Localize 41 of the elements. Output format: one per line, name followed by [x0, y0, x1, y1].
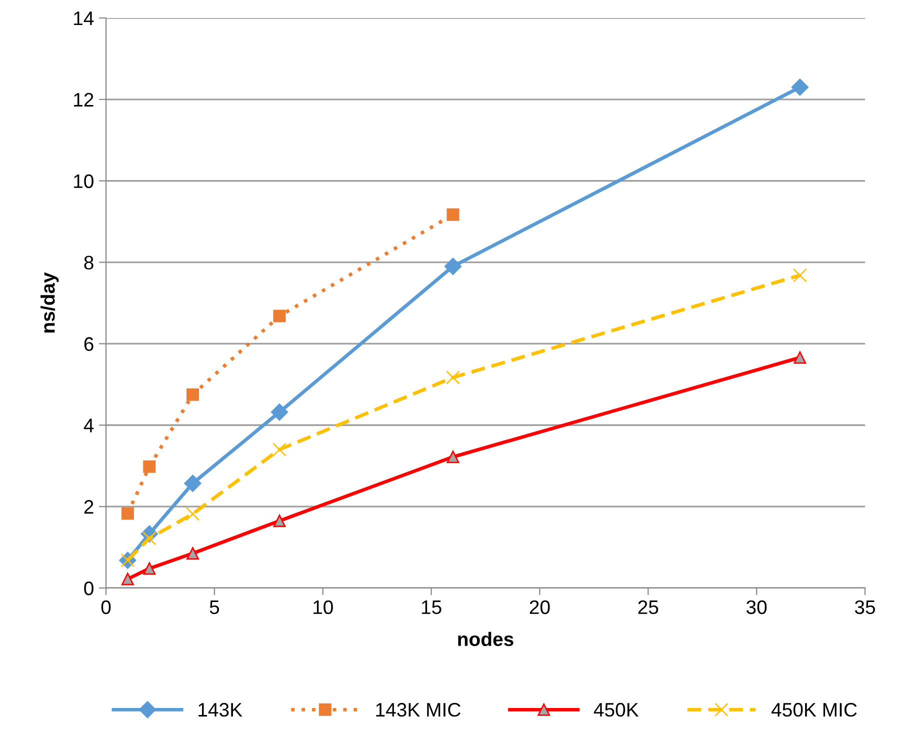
- y-tick-label: 10: [74, 174, 94, 188]
- point: [444, 258, 462, 275]
- point: [121, 572, 134, 586]
- y-tick-label: 8: [84, 256, 94, 270]
- legend-label: 450K MIC: [771, 702, 857, 717]
- point: [186, 506, 200, 521]
- legend-label: 143K MIC: [376, 702, 460, 717]
- x-tick-label: 5: [210, 600, 220, 614]
- y-tick-label: 14: [74, 12, 94, 26]
- y-axis-title: ns/day: [40, 272, 59, 333]
- x-tick-label: 30: [746, 600, 767, 614]
- point: [793, 268, 807, 282]
- point: [270, 404, 288, 421]
- x-tick-label: 10: [314, 600, 333, 614]
- y-tick-label: 4: [84, 418, 94, 432]
- point: [273, 514, 286, 528]
- x-axis-title: nodes: [458, 632, 514, 646]
- y-tick-label: 0: [84, 581, 94, 596]
- y-tick-label: 12: [74, 92, 94, 106]
- point: [273, 310, 286, 322]
- x-tick-label: 20: [530, 600, 550, 614]
- point: [184, 474, 202, 492]
- x-tick-label: 15: [422, 600, 442, 614]
- point: [446, 450, 460, 464]
- point: [446, 370, 460, 384]
- point: [143, 562, 156, 575]
- legend-label: 143K: [198, 702, 242, 717]
- x-tick-label: 0: [101, 600, 111, 614]
- x-tick-label: 25: [638, 600, 658, 614]
- point: [186, 547, 199, 560]
- point: [794, 351, 806, 364]
- point: [186, 388, 199, 401]
- point: [121, 507, 134, 520]
- x-tick-label: 35: [854, 600, 875, 614]
- y-tick-label: 6: [84, 337, 94, 351]
- point: [791, 78, 808, 96]
- point: [143, 460, 156, 473]
- point: [272, 442, 286, 457]
- point: [446, 208, 460, 221]
- legend-label: 450K: [594, 702, 639, 717]
- y-tick-label: 2: [84, 500, 94, 514]
